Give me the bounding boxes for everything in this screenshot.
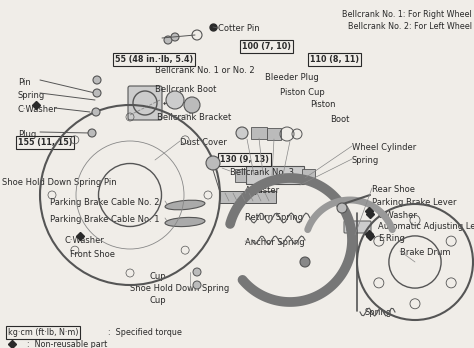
Circle shape (337, 203, 347, 213)
Text: C·Washer: C·Washer (65, 236, 105, 245)
Text: Pin: Pin (18, 78, 31, 87)
Text: Shoe Hold Down Spring Pin: Shoe Hold Down Spring Pin (2, 178, 117, 187)
Text: Piston: Piston (310, 100, 336, 109)
Ellipse shape (165, 200, 205, 210)
Circle shape (164, 36, 172, 44)
Text: 100 (7, 10): 100 (7, 10) (242, 42, 291, 51)
Circle shape (184, 97, 200, 113)
Circle shape (236, 127, 248, 139)
Text: Parking Brake Cable No. 2: Parking Brake Cable No. 2 (50, 198, 159, 207)
Text: Anchor Spring: Anchor Spring (245, 238, 305, 247)
Circle shape (92, 108, 100, 116)
Text: Spring: Spring (352, 156, 379, 165)
Text: 130 (9, 13): 130 (9, 13) (220, 155, 269, 164)
FancyBboxPatch shape (251, 127, 267, 139)
Text: Bellcrank No. 3: Bellcrank No. 3 (230, 168, 294, 177)
Circle shape (193, 281, 201, 289)
Text: Piston Cup: Piston Cup (280, 88, 325, 97)
Text: Bellcrank No. 1 or No. 2: Bellcrank No. 1 or No. 2 (155, 66, 255, 75)
FancyBboxPatch shape (267, 128, 281, 140)
Text: Parking Brake Lever: Parking Brake Lever (372, 198, 456, 207)
Text: 55 (48 in.·lb, 5.4): 55 (48 in.·lb, 5.4) (115, 55, 193, 64)
Text: Front Shoe: Front Shoe (70, 250, 115, 259)
Text: Bellcrank Bracket: Bellcrank Bracket (157, 113, 231, 122)
Circle shape (93, 76, 101, 84)
Text: Plug: Plug (18, 130, 36, 139)
Text: :  Specified torque: : Specified torque (103, 328, 182, 337)
FancyBboxPatch shape (219, 191, 276, 203)
Text: Parking Brake Cable No. 1: Parking Brake Cable No. 1 (50, 215, 159, 224)
Circle shape (88, 129, 96, 137)
Text: Brake Drum: Brake Drum (400, 248, 450, 257)
Ellipse shape (165, 218, 205, 227)
Circle shape (166, 91, 184, 109)
Text: Automatic Adjusting Lever: Automatic Adjusting Lever (378, 222, 474, 231)
Text: Wheel Cylinder: Wheel Cylinder (352, 143, 416, 152)
Text: kg·cm (ft·lb, N·m): kg·cm (ft·lb, N·m) (8, 328, 79, 337)
Text: Dust Cover: Dust Cover (180, 138, 227, 147)
Circle shape (171, 33, 179, 41)
Text: :  Non-reusable part: : Non-reusable part (22, 340, 107, 348)
Text: Spring: Spring (18, 91, 45, 100)
Text: Rear Shoe: Rear Shoe (372, 185, 415, 194)
Text: Bleeder Plug: Bleeder Plug (265, 73, 319, 82)
Text: Cotter Pin: Cotter Pin (218, 24, 260, 33)
Text: Adjuster: Adjuster (245, 186, 280, 195)
FancyBboxPatch shape (302, 168, 316, 182)
Text: Bellcrank Boot: Bellcrank Boot (155, 85, 216, 94)
Circle shape (300, 257, 310, 267)
Text: C·Washer: C·Washer (378, 211, 418, 220)
FancyBboxPatch shape (246, 166, 304, 184)
Circle shape (193, 268, 201, 276)
Text: E·Ring: E·Ring (378, 234, 405, 243)
Text: C·Washer: C·Washer (18, 105, 58, 114)
Circle shape (93, 89, 101, 97)
Text: Cup: Cup (150, 272, 167, 281)
Text: 155 (11, 15): 155 (11, 15) (18, 138, 73, 147)
Text: Return Spring: Return Spring (245, 213, 303, 222)
Text: Boot: Boot (330, 115, 349, 124)
Text: Bellcrank No. 1: For Right Wheel: Bellcrank No. 1: For Right Wheel (342, 10, 472, 19)
Text: Cup: Cup (150, 296, 167, 305)
FancyBboxPatch shape (236, 168, 246, 182)
FancyBboxPatch shape (344, 221, 371, 233)
Text: Shoe Hold Down Spring: Shoe Hold Down Spring (130, 284, 229, 293)
Circle shape (206, 156, 220, 170)
Text: ←Pin: ←Pin (163, 99, 183, 108)
FancyBboxPatch shape (128, 86, 162, 120)
Text: 110 (8, 11): 110 (8, 11) (310, 55, 359, 64)
Text: Bellcrank No. 2: For Left Wheel: Bellcrank No. 2: For Left Wheel (348, 22, 472, 31)
Text: Spring: Spring (365, 308, 392, 317)
